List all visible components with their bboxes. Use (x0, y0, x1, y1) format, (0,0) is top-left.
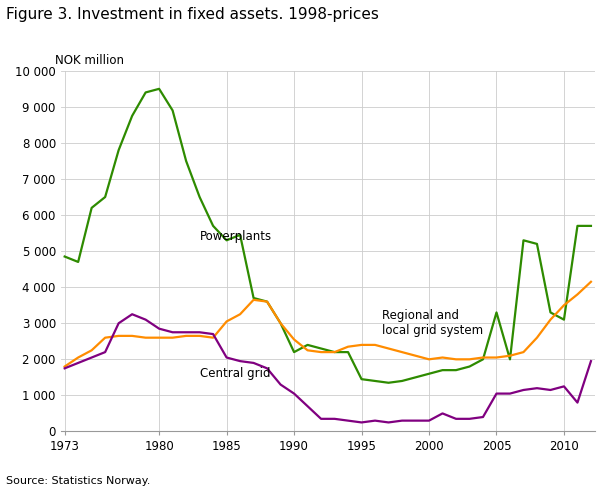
Text: Source: Statistics Norway.: Source: Statistics Norway. (6, 476, 151, 486)
Text: Central grid: Central grid (199, 367, 270, 380)
Text: Powerplants: Powerplants (199, 230, 271, 244)
Text: NOK million: NOK million (56, 54, 124, 67)
Text: Regional and
local grid system: Regional and local grid system (382, 309, 483, 337)
Text: Figure 3. Investment in fixed assets. 1998-prices: Figure 3. Investment in fixed assets. 19… (6, 7, 379, 22)
